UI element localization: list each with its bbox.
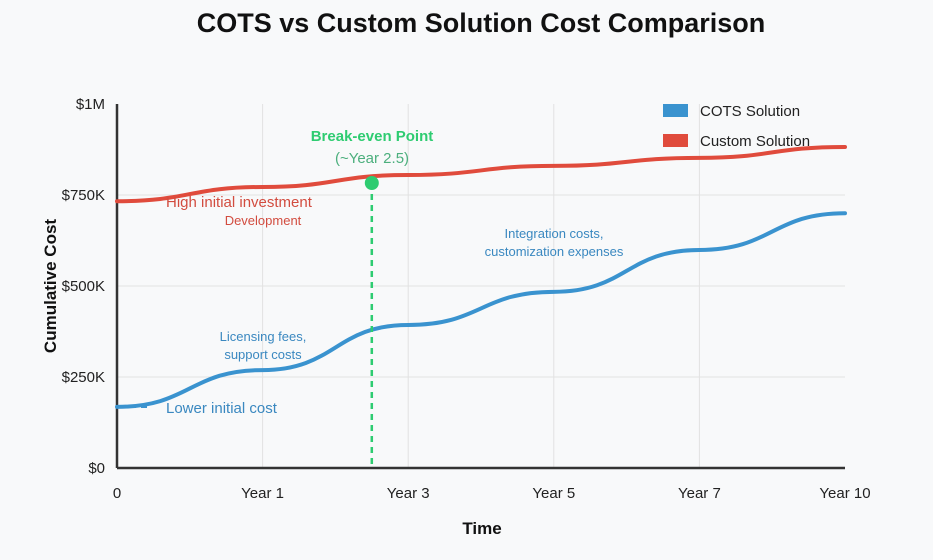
custom-start-annotation: High initial investment <box>166 194 313 211</box>
x-tick-label: Year 7 <box>678 485 721 502</box>
x-tick-label: Year 1 <box>241 485 284 502</box>
break-even-title: Break-even Point <box>311 128 434 145</box>
cots-start-annotation: Lower initial cost <box>166 400 278 417</box>
x-tick-label: Year 10 <box>819 485 870 502</box>
x-axis-label: Time <box>462 519 501 538</box>
cots-early-note-2: support costs <box>224 347 302 362</box>
x-tick-label: Year 3 <box>387 485 430 502</box>
cots-early-note-1: Licensing fees, <box>220 329 307 344</box>
legend-swatch <box>663 104 688 117</box>
y-ticks: $0 $250K $500K $750K $1M <box>62 96 105 477</box>
x-ticks: 0 Year 1 Year 3 Year 5 Year 7 Year 10 <box>113 485 871 502</box>
cots-late-note-2: customization expenses <box>485 244 624 259</box>
break-even: Break-even Point (~Year 2.5) <box>311 128 434 468</box>
legend-swatch <box>663 134 688 147</box>
break-even-subtitle: (~Year 2.5) <box>335 150 409 167</box>
series <box>115 144 847 409</box>
y-tick-label: $750K <box>62 187 105 204</box>
break-even-point <box>364 175 379 190</box>
y-tick-label: $500K <box>62 278 105 295</box>
chart-title: COTS vs Custom Solution Cost Comparison <box>197 8 766 38</box>
legend-label: Custom Solution <box>700 133 810 150</box>
y-tick-label: $1M <box>76 96 105 113</box>
series-line-cots-solution <box>115 211 847 409</box>
legend: COTS Solution Custom Solution <box>663 103 810 150</box>
custom-note: Development <box>225 213 302 228</box>
y-tick-label: $250K <box>62 369 105 386</box>
x-tick-label: 0 <box>113 485 121 502</box>
y-tick-label: $0 <box>88 460 105 477</box>
y-axis-label: Cumulative Cost <box>41 219 60 353</box>
series-line-custom-solution <box>115 144 847 204</box>
legend-label: COTS Solution <box>700 103 800 120</box>
cots-late-note-1: Integration costs, <box>505 226 604 241</box>
x-tick-label: Year 5 <box>532 485 575 502</box>
